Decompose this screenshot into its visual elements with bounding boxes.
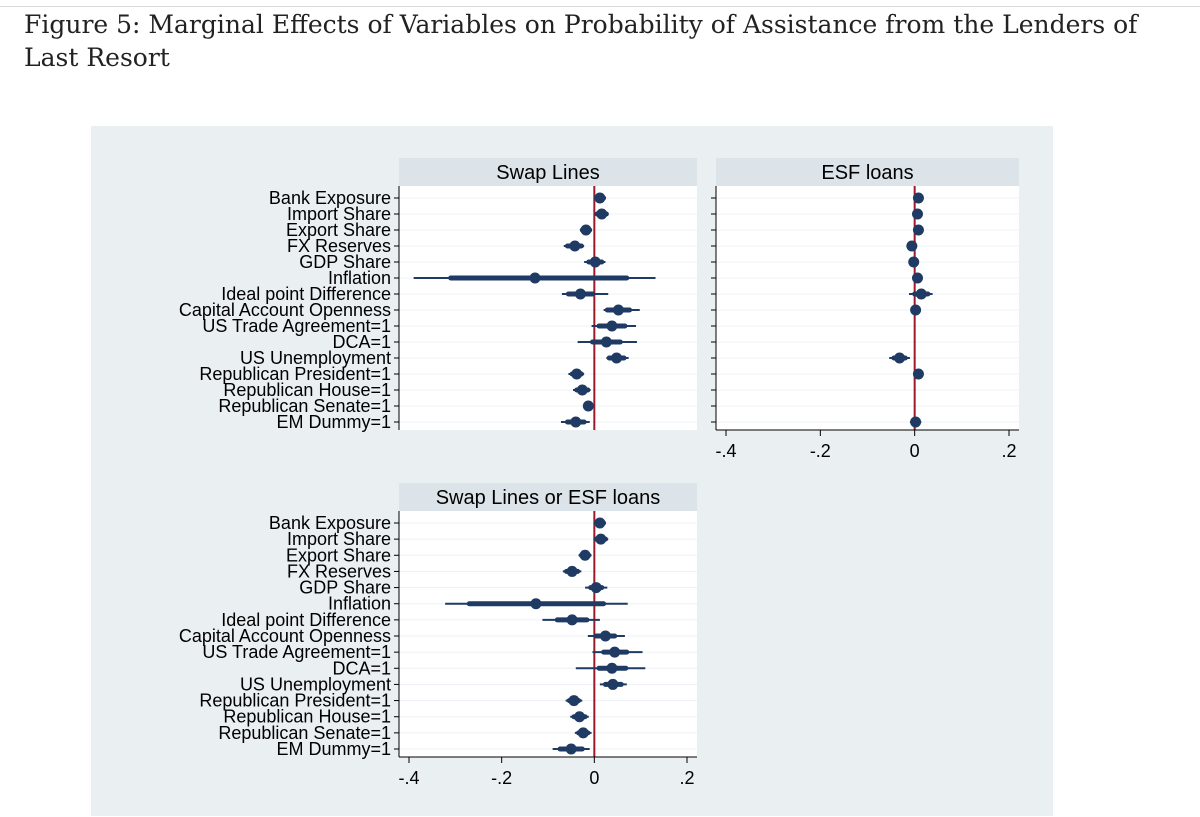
estimate-point [908, 256, 920, 268]
x-tick-label: -.2 [491, 768, 512, 788]
estimate-point [599, 630, 611, 642]
variable-label: GDP Share [299, 252, 391, 272]
estimate-point [912, 224, 924, 236]
estimate-point [571, 368, 583, 380]
variable-label: Export Share [286, 545, 391, 565]
estimate-point [606, 320, 618, 332]
variable-label: Export Share [286, 220, 391, 240]
estimate-point [577, 727, 589, 739]
variable-label: FX Reserves [287, 236, 391, 256]
estimate-point [912, 368, 924, 380]
estimate-point [566, 614, 578, 626]
x-tick-label: 0 [589, 768, 599, 788]
panel-title-band [399, 483, 697, 511]
variable-label: Bank Exposure [269, 513, 391, 533]
estimate-point [589, 256, 601, 268]
estimate-point [590, 582, 602, 594]
variable-label: Capital Account Openness [179, 626, 391, 646]
plot-area [716, 186, 1019, 430]
panel-3: Swap Lines or ESF loans Bank ExposureImpo… [179, 483, 697, 788]
estimate-point [580, 224, 592, 236]
variable-label: Republican President=1 [199, 364, 391, 384]
estimate-point [596, 208, 608, 220]
variable-label: GDP Share [299, 578, 391, 598]
x-tick-label: -.4 [398, 768, 419, 788]
estimate-point [594, 517, 606, 529]
estimate-point [609, 646, 621, 658]
panel-title: Swap Lines [496, 162, 599, 184]
variable-label: Import Share [287, 204, 391, 224]
variable-label: US Unemployment [240, 674, 391, 694]
estimate-point [607, 678, 619, 690]
estimate-point [894, 352, 906, 364]
variable-label: US Unemployment [240, 348, 391, 368]
variable-label: Republican Senate=1 [218, 396, 391, 416]
panel-title: Swap Lines or ESF loans [436, 487, 661, 509]
x-tick-label: .2 [1001, 441, 1016, 461]
variable-label: Republican Senate=1 [218, 723, 391, 743]
estimate-point [576, 384, 588, 396]
variable-label: US Trade Agreement=1 [202, 316, 391, 336]
estimate-point [574, 711, 586, 723]
estimate-point [911, 208, 923, 220]
estimate-point [574, 288, 586, 300]
estimate-point [565, 743, 577, 755]
variable-label: Bank Exposure [269, 188, 391, 208]
variable-label: FX Reserves [287, 561, 391, 581]
x-tick-label: .2 [679, 768, 694, 788]
estimate-point [595, 533, 607, 545]
estimate-point [566, 565, 578, 577]
estimate-point [612, 304, 624, 316]
variable-label: EM Dummy=1 [276, 412, 391, 432]
variable-label: Republican President=1 [199, 691, 391, 711]
panel-title-band [716, 158, 1019, 186]
panel-title-band [399, 158, 697, 186]
variable-label: Inflation [328, 594, 391, 614]
variable-label: DCA=1 [332, 332, 391, 352]
estimate-point [529, 272, 541, 284]
estimate-point [906, 240, 918, 252]
panel-2: ESF loans -.4 -.2 0 .2 [711, 158, 1019, 461]
figure-caption: Figure 5: Marginal Effects of Variables … [24, 10, 1138, 72]
variable-label: Inflation [328, 268, 391, 288]
estimate-point [912, 192, 924, 204]
estimate-point [530, 598, 542, 610]
estimate-point [606, 662, 618, 674]
variable-label: Ideal point Difference [221, 284, 391, 304]
estimate-point [600, 336, 612, 348]
variable-label: EM Dummy=1 [276, 739, 391, 759]
estimate-point [579, 549, 591, 561]
plot-area [399, 511, 697, 757]
estimate-point [911, 272, 923, 284]
x-tick-label: -.2 [810, 441, 831, 461]
plot-area [399, 186, 697, 430]
variable-label: US Trade Agreement=1 [202, 642, 391, 662]
top-rule [0, 6, 1200, 7]
variable-label: Republican House=1 [223, 380, 391, 400]
variable-label: DCA=1 [332, 658, 391, 678]
panel-title: ESF loans [821, 162, 913, 184]
variable-label: Republican House=1 [223, 707, 391, 727]
variable-label: Ideal point Difference [221, 610, 391, 630]
estimate-point [570, 416, 582, 428]
x-tick-label: -.4 [715, 441, 736, 461]
x-tick-label: 0 [910, 441, 920, 461]
estimate-point [569, 240, 581, 252]
estimate-point [611, 352, 623, 364]
estimate-point [915, 288, 927, 300]
estimate-point [594, 192, 606, 204]
variable-label: Import Share [287, 529, 391, 549]
estimate-point [910, 304, 922, 316]
variable-label: Capital Account Openness [179, 300, 391, 320]
estimate-point [582, 400, 594, 412]
estimate-point [910, 416, 922, 428]
estimate-point [568, 695, 580, 707]
